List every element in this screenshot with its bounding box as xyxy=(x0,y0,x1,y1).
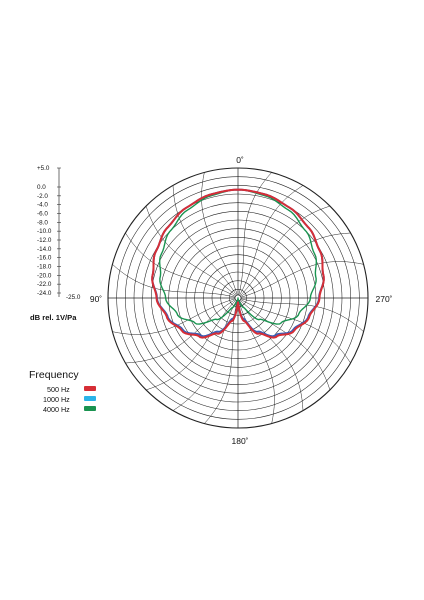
angle-label-0: 0˚ xyxy=(236,155,244,165)
grid-spoke xyxy=(240,232,351,297)
grid-spoke xyxy=(238,172,272,296)
legend-swatch-500hz xyxy=(84,386,96,391)
grid-spoke xyxy=(239,185,304,296)
scale-label: -2.0 xyxy=(37,193,48,200)
grid-spoke xyxy=(125,299,236,364)
scale-label: -14.0 xyxy=(37,246,52,253)
scale-label: -16.0 xyxy=(37,255,52,262)
grid-spoke xyxy=(204,300,238,424)
scale-label: +5.0 xyxy=(37,165,50,172)
grid-spoke xyxy=(172,300,237,411)
scale-label: 0.0 xyxy=(37,184,46,191)
grid-spoke xyxy=(125,232,236,297)
grid-spoke xyxy=(239,299,331,391)
scale-label: -10.0 xyxy=(37,228,52,235)
unit-label: dB rel. 1V/Pa xyxy=(30,313,77,322)
grid-spoke xyxy=(239,205,331,297)
legend-label-500hz: 500 Hz xyxy=(47,385,70,394)
grid-spoke xyxy=(145,299,237,391)
grid-spoke xyxy=(112,264,236,298)
grid-spoke xyxy=(240,298,364,332)
grid-spoke xyxy=(239,300,304,411)
scale-label: -12.0 xyxy=(37,237,52,244)
scale-label: -4.0 xyxy=(37,202,48,209)
grid-spoke xyxy=(201,172,238,296)
scale-label: -25.0 xyxy=(66,294,81,301)
grid-spoke xyxy=(145,205,237,297)
grid-spoke xyxy=(112,298,236,335)
legend-title: Frequency xyxy=(29,369,79,381)
db-scale: +5.0 0.0 -2.0 -4.0 -6.0-8.0 -10.0 -12.0 -14.0 -1… xyxy=(37,165,81,301)
angle-label-180: 180˚ xyxy=(231,436,248,446)
legend-swatch-4000hz xyxy=(84,406,96,411)
scale-label: -6.0 xyxy=(37,211,48,218)
scale-label: -20.0 xyxy=(37,272,52,279)
scale-label: -22.0 xyxy=(37,281,52,288)
polar-grid xyxy=(107,167,369,429)
curve-4000hz xyxy=(159,188,317,325)
scale-label: -24.0 xyxy=(37,290,52,297)
angle-label-90: 90˚ xyxy=(90,294,102,304)
legend-label-1000hz: 1000 Hz xyxy=(43,395,70,404)
polar-curves xyxy=(151,188,325,339)
legend-label-4000hz: 4000 Hz xyxy=(43,405,70,414)
scale-label: -18.0 xyxy=(37,264,52,271)
curve-500hz xyxy=(151,188,325,339)
scale-label: -8.0 xyxy=(37,219,48,226)
grid-spoke xyxy=(240,299,351,364)
grid-spoke xyxy=(240,261,364,298)
grid-spoke xyxy=(172,185,237,296)
legend-swatch-1000hz xyxy=(84,396,96,401)
angle-label-270: 270˚ xyxy=(375,294,392,304)
